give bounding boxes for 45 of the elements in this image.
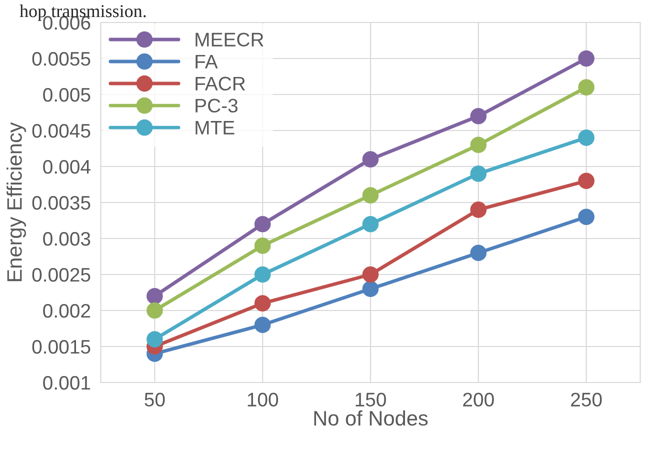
x-tick-label: 100 [248, 392, 278, 407]
point [362, 266, 379, 283]
y-tick-label: 0.0015 [32, 340, 90, 354]
point [578, 172, 594, 190]
y-axis-title: Energy Efficiency [6, 122, 26, 282]
point [362, 280, 379, 298]
point [362, 151, 379, 168]
y-tick-label: 0.004 [43, 160, 90, 174]
point [578, 50, 594, 67]
point [578, 130, 594, 146]
point [254, 238, 271, 254]
point [470, 202, 487, 218]
y-tick-label: 0.0055 [32, 52, 90, 66]
point [470, 108, 487, 124]
x-tick-label: 250 [571, 392, 602, 407]
point [470, 166, 487, 182]
y-tick-label: 0.0025 [32, 268, 90, 282]
point [362, 187, 379, 204]
y-tick-label: 0.003 [43, 232, 90, 246]
x-tick-label: 150 [356, 392, 386, 407]
legend-label: MEECR [196, 32, 264, 47]
legend-label: FA [196, 54, 218, 68]
legend-label: PC-3 [196, 98, 238, 113]
legend-label: MTE [196, 120, 234, 134]
point [254, 295, 271, 312]
y-tick-label: 0.0045 [32, 124, 90, 138]
point [254, 216, 271, 232]
legend-label: FACR [196, 76, 246, 91]
y-tick-label: 0.0035 [32, 196, 90, 210]
point [578, 79, 594, 96]
y-tick-label: 0.001 [43, 376, 90, 390]
point [578, 208, 594, 226]
x-axis-title: No of Nodes [314, 410, 428, 426]
y-tick-label: 0.002 [43, 304, 90, 318]
point [470, 136, 487, 154]
point [254, 316, 271, 334]
point [146, 302, 163, 319]
y-tick-label: 0.005 [43, 88, 90, 102]
point [146, 331, 163, 348]
x-tick-label: 200 [463, 392, 494, 407]
point [470, 244, 487, 262]
point [362, 216, 379, 232]
point [254, 266, 271, 283]
point [146, 288, 163, 304]
x-tick-label: 50 [144, 392, 165, 407]
